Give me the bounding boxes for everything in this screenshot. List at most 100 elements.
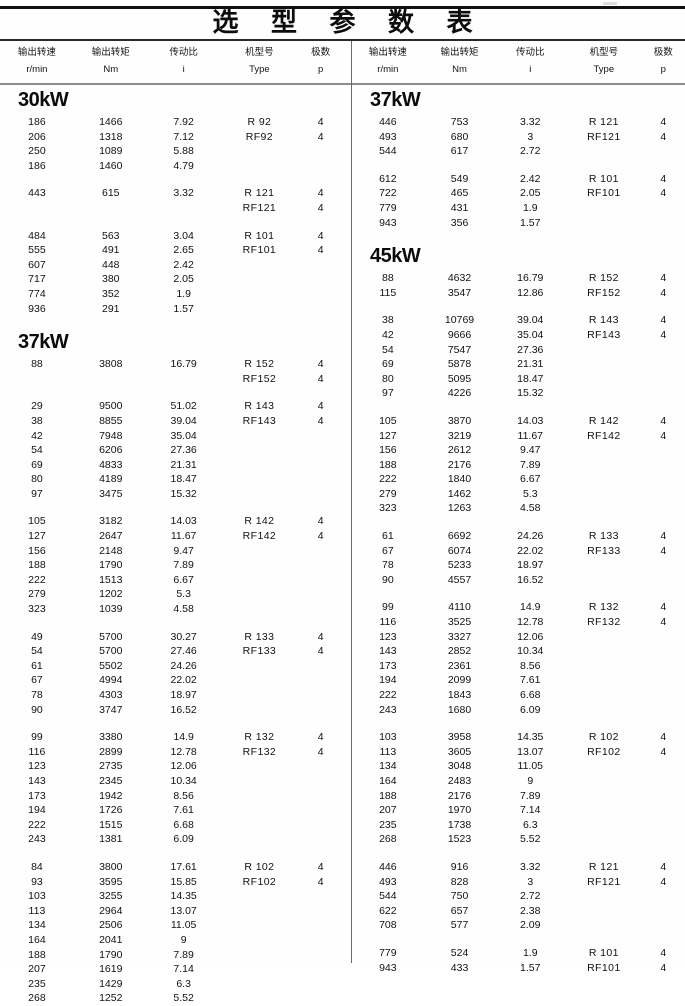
cell-model-type (220, 818, 300, 833)
table-row: 279 1202 5.3 (0, 587, 342, 602)
cell-pole-count (643, 889, 685, 904)
table-row: 173 1942 8.56 (0, 789, 342, 804)
cell-output-torque: 524 (450, 946, 469, 959)
cell-model-type (220, 573, 300, 588)
cell-gear-ratio: 13.07 (170, 904, 197, 917)
table-row: 207 1619 7.14 (0, 962, 342, 977)
header-ratio-cn-left: 传动比 (169, 47, 198, 58)
table-row: 103 3958 14.35 R 102 4 (352, 730, 684, 745)
cell-output-torque: 3380 (99, 731, 123, 744)
table-row: 206 1318 7.12 RF92 4 (0, 130, 342, 145)
header-poles-right: 极数 p (643, 41, 685, 83)
table-row: 774 352 1.9 (0, 287, 342, 302)
cell-gear-ratio: 11.05 (517, 760, 544, 773)
cell-pole-count (643, 659, 685, 674)
cell-output-speed: 69 (31, 458, 43, 471)
cell-model-type (220, 287, 300, 302)
cell-output-torque: 4994 (99, 674, 123, 687)
cell-gear-ratio: 14.35 (517, 731, 544, 744)
cell-output-speed: 250 (28, 145, 46, 158)
cell-output-speed: 774 (28, 287, 46, 300)
cell-gear-ratio: 6.3 (176, 977, 191, 990)
table-column-left: 30kW 186 1466 7.92 R 92 4 206 1318 7.12 RF92 4 250 1… (0, 88, 342, 1004)
cell-gear-ratio: 9.47 (520, 444, 541, 457)
cell-output-speed: 206 (28, 130, 46, 143)
cell-model-type (220, 487, 300, 502)
cell-output-torque: 3182 (99, 515, 123, 528)
cell-model-type (220, 587, 300, 602)
table-row: 544 750 2.72 (352, 889, 684, 904)
cell-pole-count (299, 774, 342, 789)
table-row: 99 4110 14.9 R 132 4 (352, 600, 684, 615)
cell-gear-ratio: 7.61 (173, 804, 194, 817)
cell-output-speed: 67 (382, 544, 394, 557)
cell-output-torque: 615 (102, 187, 120, 200)
cell-model-type: RF92 (245, 130, 274, 143)
cell-output-torque: 1252 (99, 992, 123, 1005)
cell-output-torque: 6074 (447, 544, 472, 557)
table-row: 493 680 3 RF121 4 (352, 130, 684, 145)
cell-output-torque: 291 (102, 302, 120, 315)
cell-output-speed: 194 (379, 674, 397, 687)
cell-gear-ratio: 7.89 (520, 458, 541, 471)
model-group: 61 6692 24.26 R 133 4 67 6074 22.02 RF133 4 78 5233… (352, 529, 684, 587)
table-row: 67 6074 22.02 RF133 4 (352, 544, 684, 559)
cell-pole-count (643, 673, 685, 688)
table-row: 127 3219 11.67 RF142 4 (352, 429, 684, 444)
cell-pole-count: 4 (317, 372, 324, 385)
table-row: 250 1089 5.88 (0, 144, 342, 159)
table-row: 493 828 3 RF121 4 (352, 875, 684, 890)
cell-output-torque: 3255 (99, 890, 123, 903)
cell-pole-count (299, 302, 342, 317)
cell-output-speed: 268 (28, 992, 46, 1005)
cell-output-speed: 143 (379, 645, 397, 658)
header-ratio-cn-right: 传动比 (516, 47, 545, 58)
cell-output-speed: 186 (28, 116, 46, 128)
cell-gear-ratio: 8.56 (520, 659, 541, 672)
cell-output-speed: 54 (31, 444, 43, 457)
cell-gear-ratio: 17.61 (170, 860, 197, 873)
cell-output-torque: 3747 (99, 703, 123, 716)
cell-output-speed: 708 (379, 919, 397, 932)
cell-pole-count (643, 558, 685, 573)
header-half-right: 输出转速 r/min 输出转矩 Nm 传动比 i 机型号 Type 极数 p (342, 41, 684, 83)
cell-pole-count: 4 (317, 414, 324, 427)
table-row: 143 2852 10.34 (352, 644, 684, 659)
table-row: 186 1466 7.92 R 92 4 (0, 115, 342, 130)
cell-gear-ratio (148, 372, 220, 387)
cell-output-speed: 69 (382, 358, 394, 371)
cell-output-speed: 555 (28, 244, 46, 257)
cell-gear-ratio: 10.34 (517, 645, 544, 658)
cell-gear-ratio: 2.09 (520, 919, 541, 932)
cell-output-speed: 156 (379, 444, 397, 457)
cell-model-type: RF143 (587, 328, 621, 341)
cell-output-torque: 1790 (99, 559, 123, 572)
table-header-band: 输出转速 r/min 输出转矩 Nm 传动比 i 机型号 Type 极数 p 输 (0, 41, 685, 83)
cell-model-type: R 152 (244, 358, 275, 371)
model-group: 88 4632 16.79 R 152 4 115 3547 12.86 RF152 4 (352, 271, 684, 300)
table-row: 188 1790 7.89 (0, 948, 342, 963)
cell-model-type: RF152 (587, 286, 621, 299)
cell-pole-count (299, 832, 342, 847)
table-row: 90 3747 16.52 (0, 703, 342, 718)
cell-model-type (220, 789, 300, 804)
cell-gear-ratio: 5.52 (173, 992, 194, 1005)
cell-gear-ratio: 9.47 (173, 544, 194, 557)
cell-gear-ratio: 10.34 (170, 774, 197, 787)
cell-output-torque: 380 (102, 273, 120, 286)
cell-gear-ratio: 3 (527, 130, 534, 143)
cell-gear-ratio: 3.04 (173, 229, 194, 242)
cell-output-torque: 3800 (99, 860, 123, 873)
cell-pole-count: 4 (317, 116, 324, 128)
model-group: 105 3870 14.03 R 142 4 127 3219 11.67 RF142 4 156 2… (352, 414, 684, 516)
cell-gear-ratio: 3.32 (520, 116, 541, 128)
table-row: 243 1680 6.09 (352, 703, 684, 718)
cell-model-type (565, 630, 642, 645)
table-row: 116 3525 12.78 RF132 4 (352, 615, 684, 630)
table-row: 544 617 2.72 (352, 144, 684, 159)
cell-model-type (565, 144, 642, 159)
cell-model-type: RF101 (587, 187, 621, 200)
cell-output-torque: 3595 (99, 875, 123, 888)
cell-gear-ratio: 6.68 (173, 818, 194, 831)
cell-output-torque: 5502 (99, 659, 123, 672)
